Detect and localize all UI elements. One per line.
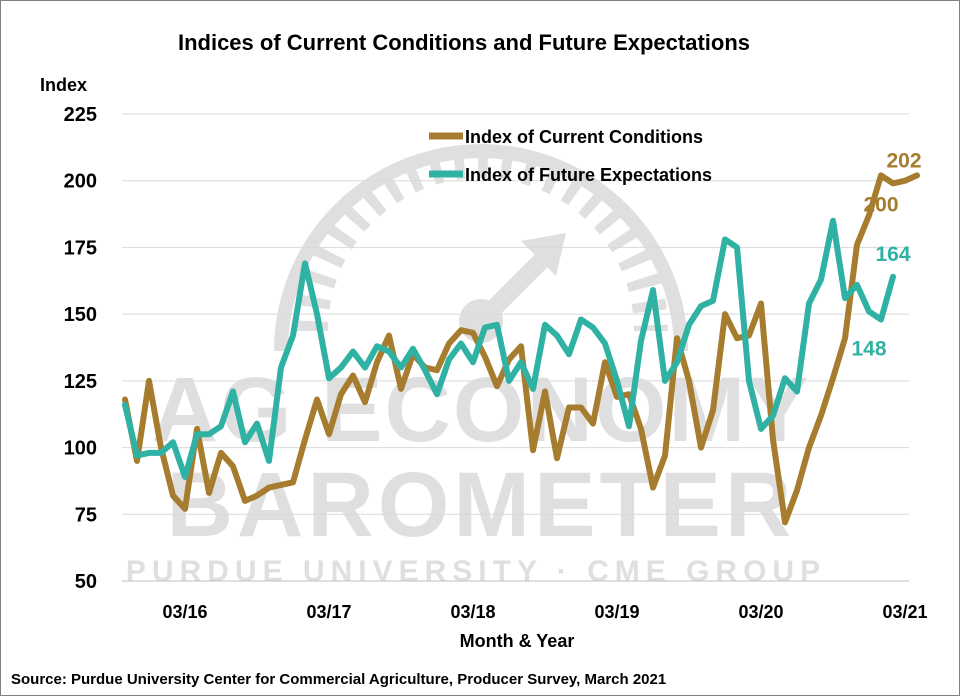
series-line-future-expectations: [122, 217, 896, 480]
watermark-gauge-arrowhead: [521, 233, 566, 276]
x-tick-label: 03/16: [162, 602, 207, 622]
y-tick-label: 225: [64, 104, 97, 126]
data-label: 200: [863, 193, 898, 216]
series-line-current-conditions: [122, 172, 920, 526]
x-axis-ticks: 03/16 03/17 03/18 03/19 03/20 03/21: [162, 602, 927, 622]
watermark-gauge-needle: [474, 244, 558, 328]
watermark-line3: PURDUE UNIVERSITY · CME GROUP: [126, 555, 826, 588]
legend: Index of Current Conditions Index of Fut…: [429, 127, 712, 185]
x-tick-label: 03/21: [882, 602, 927, 622]
y-tick-label: 100: [64, 438, 97, 460]
data-label: 148: [851, 337, 886, 360]
y-tick-label: 150: [64, 304, 97, 326]
x-tick-label: 03/18: [450, 602, 495, 622]
y-tick-label: 200: [64, 171, 97, 193]
watermark-gauge-outer: [274, 144, 688, 352]
x-axis-label: Month & Year: [460, 631, 575, 651]
x-tick-label: 03/19: [594, 602, 639, 622]
y-axis-ticks: 50 75 100 125 150 175 200 225: [64, 104, 97, 593]
watermark-gauge-arc: [294, 144, 668, 332]
y-tick-label: 175: [64, 237, 97, 259]
gridlines: [122, 113, 909, 582]
legend-label-current: Index of Current Conditions: [465, 127, 703, 147]
value-labels: 202 200 164 148: [851, 150, 921, 361]
x-tick-label: 03/20: [738, 602, 783, 622]
y-tick-label: 125: [64, 371, 97, 393]
source-note: Source: Purdue University Center for Com…: [11, 671, 666, 688]
y-axis-label: Index: [40, 75, 87, 95]
series-lines: [122, 172, 920, 526]
watermark-line2: BAROMETER: [167, 454, 796, 556]
legend-label-future: Index of Future Expectations: [465, 165, 712, 185]
chart-title: Indices of Current Conditions and Future…: [178, 30, 750, 55]
data-label: 202: [886, 150, 921, 173]
y-tick-label: 75: [75, 504, 97, 526]
data-label: 164: [875, 243, 910, 266]
y-tick-label: 50: [75, 571, 97, 593]
x-tick-label: 03/17: [306, 602, 351, 622]
